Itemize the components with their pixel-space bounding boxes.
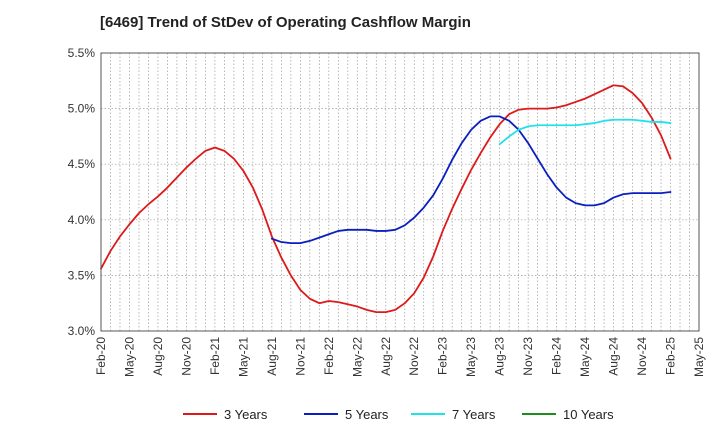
y-tick-label: 3.0% bbox=[68, 324, 96, 338]
series-line-3-years bbox=[100, 84, 672, 313]
x-axis-ticks: Feb-20 May-20 Aug-20 Nov-20 Feb-21 May-21 Aug-… bbox=[94, 337, 706, 377]
x-tick-label: Feb-23 bbox=[436, 337, 450, 375]
y-tick-label: 5.0% bbox=[68, 102, 96, 116]
y-tick-label: 5.5% bbox=[68, 46, 96, 60]
x-tick-label: Feb-22 bbox=[322, 337, 336, 375]
legend-item-5-years: 5 Years bbox=[304, 407, 389, 422]
x-tick-label: May-24 bbox=[578, 337, 592, 377]
x-tick-label: Nov-20 bbox=[179, 337, 193, 376]
plot-frame bbox=[100, 52, 700, 332]
x-tick-label: Aug-22 bbox=[379, 337, 393, 376]
legend: 3 Years 5 Years 7 Years 10 Years bbox=[183, 407, 614, 422]
series-lines bbox=[100, 84, 672, 313]
x-tick-label: May-21 bbox=[236, 337, 250, 377]
legend-label: 3 Years bbox=[224, 407, 268, 422]
legend-item-7-years: 7 Years bbox=[411, 407, 496, 422]
series-line-5-years bbox=[270, 115, 672, 245]
chart-title: [6469] Trend of StDev of Operating Cashf… bbox=[100, 14, 471, 31]
legend-label: 7 Years bbox=[452, 407, 496, 422]
x-tick-label: Feb-24 bbox=[550, 337, 564, 375]
y-axis-ticks: 3.0% 3.5% 4.0% 4.5% 5.0% 5.5% bbox=[68, 46, 96, 338]
y-tick-label: 3.5% bbox=[68, 268, 96, 282]
grid bbox=[101, 53, 699, 331]
x-tick-label: May-22 bbox=[350, 337, 364, 377]
x-tick-label: Feb-20 bbox=[94, 337, 108, 375]
x-tick-label: May-23 bbox=[464, 337, 478, 377]
legend-label: 5 Years bbox=[345, 407, 389, 422]
x-tick-label: Feb-25 bbox=[664, 337, 678, 375]
x-tick-label: Aug-24 bbox=[607, 337, 621, 376]
x-tick-label: May-25 bbox=[692, 337, 706, 377]
x-tick-label: Aug-23 bbox=[493, 337, 507, 376]
x-tick-label: Nov-24 bbox=[635, 337, 649, 376]
y-tick-label: 4.5% bbox=[68, 157, 96, 171]
series-line-7-years bbox=[498, 118, 672, 146]
x-tick-label: Feb-21 bbox=[208, 337, 222, 375]
legend-label: 10 Years bbox=[563, 407, 614, 422]
x-tick-label: Nov-21 bbox=[293, 337, 307, 376]
x-tick-label: May-20 bbox=[122, 337, 136, 377]
legend-item-3-years: 3 Years bbox=[183, 407, 268, 422]
x-tick-label: Aug-21 bbox=[265, 337, 279, 376]
legend-item-10-years: 10 Years bbox=[522, 407, 614, 422]
x-tick-label: Nov-22 bbox=[407, 337, 421, 376]
x-tick-label: Nov-23 bbox=[521, 337, 535, 376]
x-tick-label: Aug-20 bbox=[151, 337, 165, 376]
y-tick-label: 4.0% bbox=[68, 213, 96, 227]
